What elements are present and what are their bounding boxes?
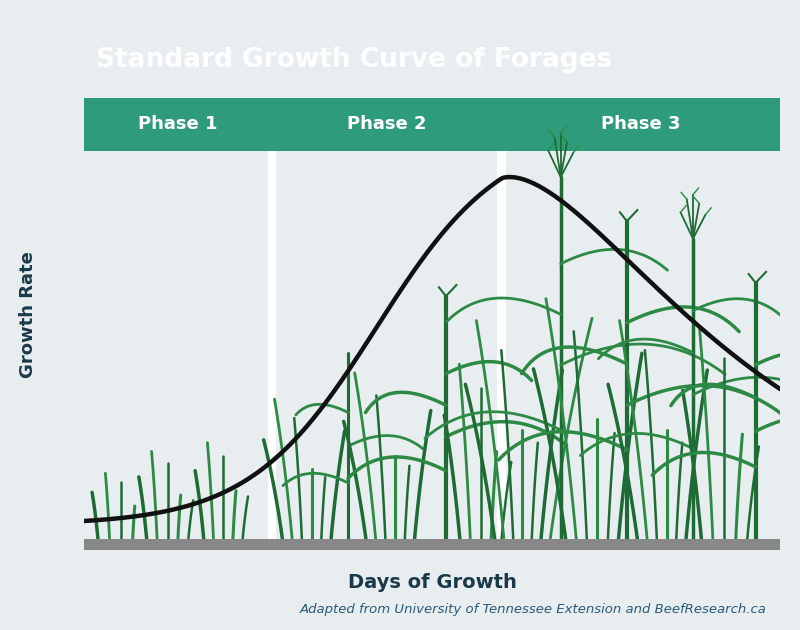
Text: Adapted from University of Tennessee Extension and BeefResearch.ca: Adapted from University of Tennessee Ext… bbox=[300, 603, 767, 616]
Text: Days of Growth: Days of Growth bbox=[347, 573, 517, 592]
Bar bbox=[272, 98, 502, 151]
Bar bbox=[84, 98, 272, 151]
Bar bbox=[498, 151, 506, 539]
Text: Standard Growth Curve of Forages: Standard Growth Curve of Forages bbox=[97, 47, 613, 73]
Text: Growth Rate: Growth Rate bbox=[19, 251, 37, 379]
Bar bbox=[84, 539, 780, 549]
Bar bbox=[502, 98, 780, 151]
Bar bbox=[268, 151, 276, 539]
Text: Phase 3: Phase 3 bbox=[601, 115, 681, 133]
Text: Phase 1: Phase 1 bbox=[138, 115, 218, 133]
Text: Phase 2: Phase 2 bbox=[347, 115, 426, 133]
